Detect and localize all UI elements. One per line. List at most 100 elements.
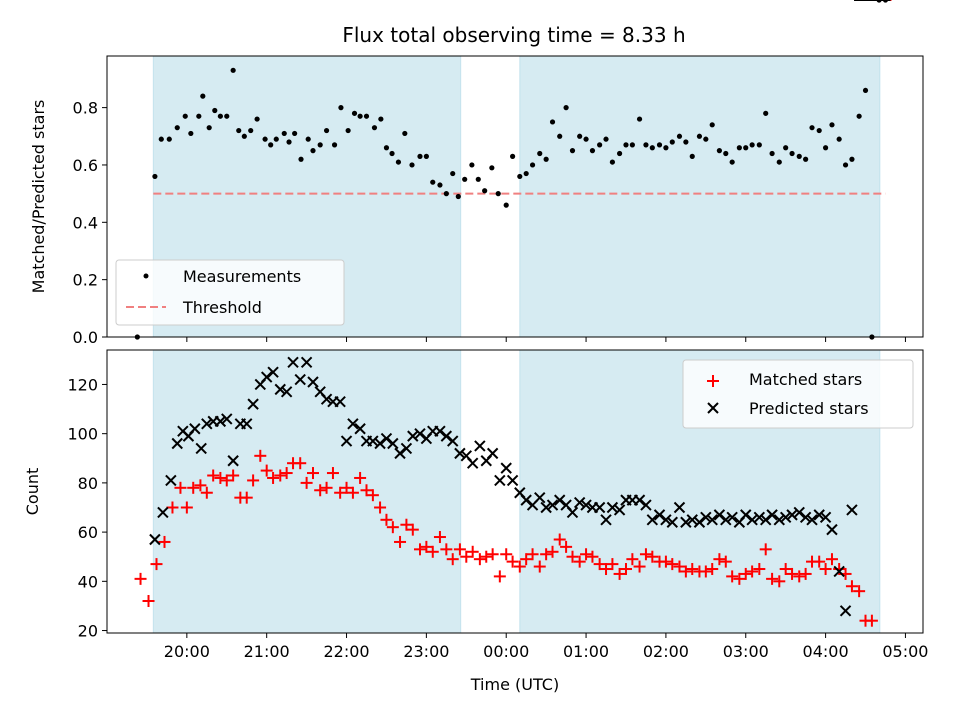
x-tick-label-10: 05:00 [882,642,928,661]
measurement-point [829,122,835,128]
x-tick-label-4: 23:00 [403,642,449,661]
matched-star-point [825,553,838,566]
predicted-star-point [806,514,818,526]
matched-star-point [200,486,213,499]
predicted-star-point [241,418,253,430]
ratio-y-axis-label: Matched/Predicted stars [29,100,48,294]
measurement-point [856,113,862,119]
count-panel-frame [106,349,924,634]
matched-star-point [433,531,446,544]
ratio-y-tick-label-3: 0.4 [73,213,98,232]
measurement-point [796,153,802,159]
matched-star-point [386,521,399,534]
predicted-star-point [660,514,672,526]
matched-star-point [566,550,579,563]
matched-star-point [733,572,746,585]
predicted-star-point [640,499,652,511]
matched-star-point [540,548,553,561]
matched-star-point [759,543,772,556]
measurement-point [656,142,663,148]
predicted-star-point [554,494,566,506]
measurement-points [134,0,889,340]
matched-star-point [633,560,646,573]
measurement-point [224,113,230,119]
measurement-point [537,150,543,157]
matched-star-point [227,469,240,482]
x-tick-label-5: 00:00 [483,642,529,661]
matched-star-point [793,570,806,583]
matched-star-point [187,481,200,494]
measurement-point [166,136,172,142]
predicted-star-point [720,514,732,526]
measurement-point [196,113,202,119]
count-y-tick-label-3: 60 [78,523,98,542]
matched-star-point [380,513,393,526]
predicted-star-point [826,523,838,536]
x-tick-label-7: 02:00 [643,642,689,661]
predicted-star-point [799,511,812,524]
count-y-tick-label-4: 80 [78,474,98,493]
predicted-star-point [300,356,313,369]
predicted-star-point [839,605,852,617]
predicted-star-point [693,516,706,528]
predicted-star-point [454,447,466,460]
matched-star-point [300,476,313,489]
predicted-star-point [414,427,426,440]
matched-star-point [207,469,220,482]
measurement-point [345,127,351,134]
matched-star-point [753,563,766,576]
matched-star-point [326,467,339,480]
matched-star-point [134,572,147,585]
predicted-star-point [779,511,792,524]
count-y-tick-label-2: 40 [78,572,98,591]
measurement-point [749,142,755,148]
measurement-point [689,153,695,159]
measurement-point [469,162,475,168]
matched-star-point [706,563,719,576]
predicted-star-point [407,430,419,442]
matched-star-point [533,560,546,573]
matched-star-point [726,570,739,583]
matched-star-point [166,501,179,514]
measurement-point [643,142,649,148]
predicted-star-point [573,496,586,509]
ratio-panel-frame [106,55,924,338]
predicted-star-point [394,447,406,460]
predicted-star-point [753,511,766,524]
predicted-star-point [666,516,678,528]
predicted-star-point [307,376,319,388]
measurement-point [450,170,456,177]
measurement-point [503,202,509,208]
predicted-star-point [400,442,413,455]
chart-title: Flux total observing time = 8.33 h [342,23,685,47]
measurement-point [676,133,683,139]
predicted-star-point [189,423,201,435]
x-tick-label-6: 01:00 [563,642,609,661]
count-legend: Matched stars Predicted stars [682,359,914,429]
matched-star-point [845,580,858,593]
predicted-star-point [746,514,758,526]
matched-star-point [586,550,599,563]
measurement-point [756,142,762,148]
legend-threshold-label: Threshold [182,298,262,317]
matched-star-point [354,471,367,484]
matched-star-point [420,540,433,553]
measurement-point [557,133,563,139]
matched-star-point [346,486,359,499]
predicted-star-point [221,413,233,425]
matched-star-point [673,560,686,573]
measurement-point [236,127,242,134]
measurement-point [152,173,158,180]
matched-star-point [400,518,413,531]
measurement-point [378,116,384,122]
measurement-point [696,133,703,139]
matched-star-point [260,464,273,477]
count-shaded-interval-1 [152,349,462,634]
matched-star-point [546,545,559,558]
matched-star-point [573,555,586,568]
matched-star-point [366,489,379,502]
measurement-point [158,136,164,142]
predicted-star-point [347,418,359,430]
measurement-point [669,139,675,145]
measurement-point [409,162,415,168]
